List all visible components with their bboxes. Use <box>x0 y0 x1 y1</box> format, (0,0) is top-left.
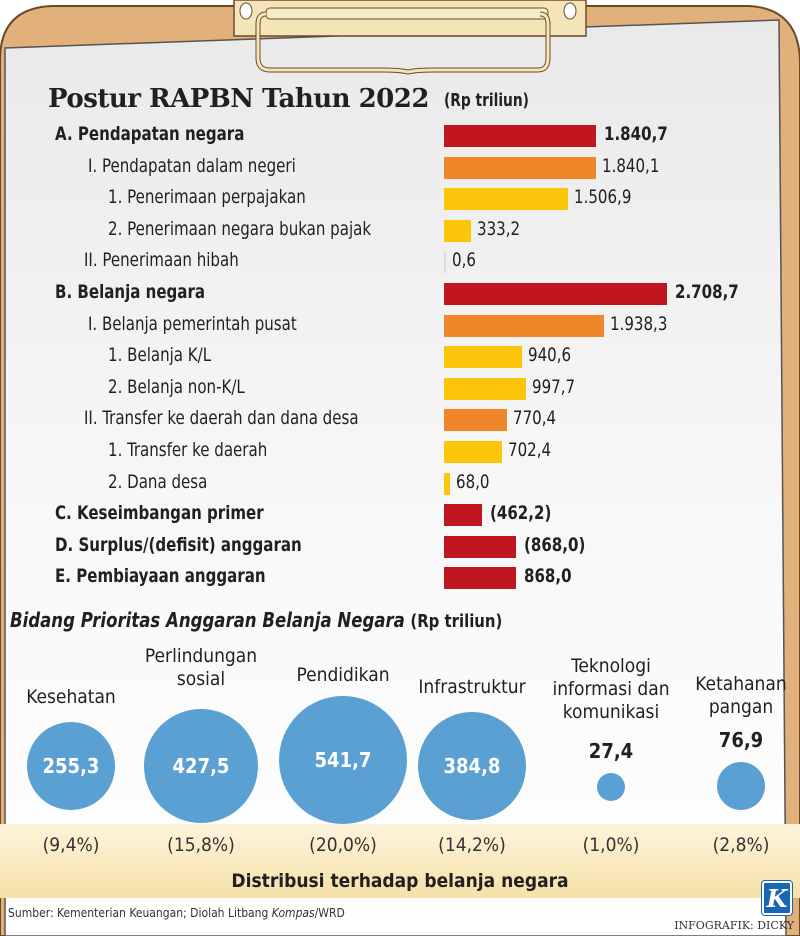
row-label: 2. Penerimaan negara bukan pajak <box>108 217 372 240</box>
row-label: D. Surplus/(defisit) anggaran <box>55 533 302 556</box>
row-label: A. Pendapatan negara <box>55 123 245 145</box>
category-line: Ketahanan <box>695 673 787 695</box>
bubble-category: Kesehatan <box>26 686 116 709</box>
chart-title: Postur RAPBN Tahun 2022 <box>48 84 429 114</box>
bar <box>444 219 472 242</box>
row-label: 1. Penerimaan perpajakan <box>108 186 306 209</box>
share-label: (14,2%) <box>438 834 506 856</box>
bubble-category: Teknologi informasi dan komunikasi <box>552 655 669 724</box>
bubble-value: 427,5 <box>172 753 230 778</box>
category-line: Kesehatan <box>26 686 116 708</box>
share-label: (1,0%) <box>582 834 640 856</box>
credit: INFOGRAFIK: DICKY <box>674 919 794 932</box>
value-label: 702,4 <box>507 439 551 461</box>
row-label: I. Pendapatan dalam negeri <box>88 154 296 177</box>
bar <box>444 535 516 558</box>
row-label: II. Penerimaan hibah <box>84 249 239 272</box>
row-label: E. Pembiayaan anggaran <box>55 565 266 588</box>
row-label: 1. Transfer ke daerah <box>108 439 268 461</box>
bubble-category: Pendidikan <box>296 664 389 687</box>
row-label: B. Belanja negara <box>55 281 206 303</box>
bubble-value: 541,7 <box>314 747 372 772</box>
value-label: 1.506,9 <box>574 186 632 209</box>
bubble: 384,8 <box>418 712 526 820</box>
bubble-value: 27,4 <box>588 738 634 763</box>
value-label: 2.708,7 <box>675 281 739 303</box>
value-label: (462,2) <box>490 502 552 525</box>
bar <box>444 441 502 463</box>
category-line: Infrastruktur <box>418 676 526 698</box>
row-label: II. Transfer ke daerah dan dana desa <box>84 407 359 430</box>
bubble: 427,5 <box>144 709 258 823</box>
category-line: sosial <box>176 668 226 690</box>
value-label: 868,0 <box>523 565 572 588</box>
row-label: C. Keseimbangan primer <box>55 502 264 525</box>
unit-label: (Rp triliun) <box>444 90 529 111</box>
bar <box>444 472 450 495</box>
section-title: Bidang Prioritas Anggaran Belanja Negara… <box>10 608 502 632</box>
bar <box>444 504 483 527</box>
source-text: Sumber: Kementerian Keuangan; Diolah Lit… <box>8 906 272 920</box>
section-unit: (Rp triliun) <box>410 611 503 632</box>
bar <box>444 125 596 147</box>
bar <box>444 346 522 369</box>
bubble: 255,3 <box>27 722 115 810</box>
source-note: Sumber: Kementerian Keuangan; Diolah Lit… <box>8 906 345 920</box>
bubble-value: 255,3 <box>42 753 100 778</box>
bar <box>444 567 516 590</box>
category-line: pangan <box>708 696 774 718</box>
bubble-value: 76,9 <box>718 727 764 752</box>
bubble-category: Perlindungan sosial <box>145 645 257 691</box>
row-label: 2. Belanja non-K/L <box>108 375 245 398</box>
share-label: (9,4%) <box>42 834 100 856</box>
value-label: 0,6 <box>452 249 476 272</box>
row-label: 1. Belanja K/L <box>108 344 212 367</box>
value-label: 68,0 <box>455 470 490 493</box>
distribution-label: Distribusi terhadap belanja negara <box>231 870 569 892</box>
bubble <box>596 772 626 802</box>
category-line: Pendidikan <box>296 664 390 686</box>
value-label: 1.840,7 <box>603 123 668 145</box>
category-line: informasi dan <box>552 678 670 700</box>
value-label: 1.840,1 <box>601 154 660 177</box>
bar <box>444 314 604 337</box>
share-label: (20,0%) <box>309 834 377 856</box>
share-label: (2,8%) <box>712 834 770 856</box>
row-label: I. Belanja pemerintah pusat <box>88 312 297 335</box>
section-title-text: Bidang Prioritas Anggaran Belanja Negara <box>10 608 405 632</box>
bar <box>444 409 508 432</box>
bar <box>444 283 668 305</box>
bubble: 541,7 <box>278 695 407 824</box>
bar <box>444 377 527 400</box>
source-tail: /WRD <box>314 906 345 920</box>
bar <box>444 251 446 274</box>
source-italic: Kompas <box>271 906 315 920</box>
value-label: 770,4 <box>513 407 557 430</box>
share-label: (15,8%) <box>167 834 235 856</box>
category-line: komunikasi <box>562 701 660 723</box>
category-line: Teknologi <box>571 655 651 677</box>
bar <box>444 188 569 211</box>
value-label: 1.938,3 <box>609 312 668 335</box>
row-label: 2. Dana desa <box>108 470 208 493</box>
value-label: 333,2 <box>477 217 521 240</box>
bubble <box>716 761 766 811</box>
distribution-band <box>0 824 800 898</box>
value-label: 940,6 <box>527 344 571 367</box>
bubble-category: Infrastruktur <box>418 676 525 699</box>
kompas-logo: K <box>762 881 792 915</box>
bubble-value: 384,8 <box>443 753 501 778</box>
category-line: Perlindungan <box>144 645 258 667</box>
value-label: 997,7 <box>532 375 576 398</box>
bubble-category: Ketahanan pangan <box>695 673 786 719</box>
bar <box>444 156 596 179</box>
value-label: (868,0) <box>523 533 585 556</box>
